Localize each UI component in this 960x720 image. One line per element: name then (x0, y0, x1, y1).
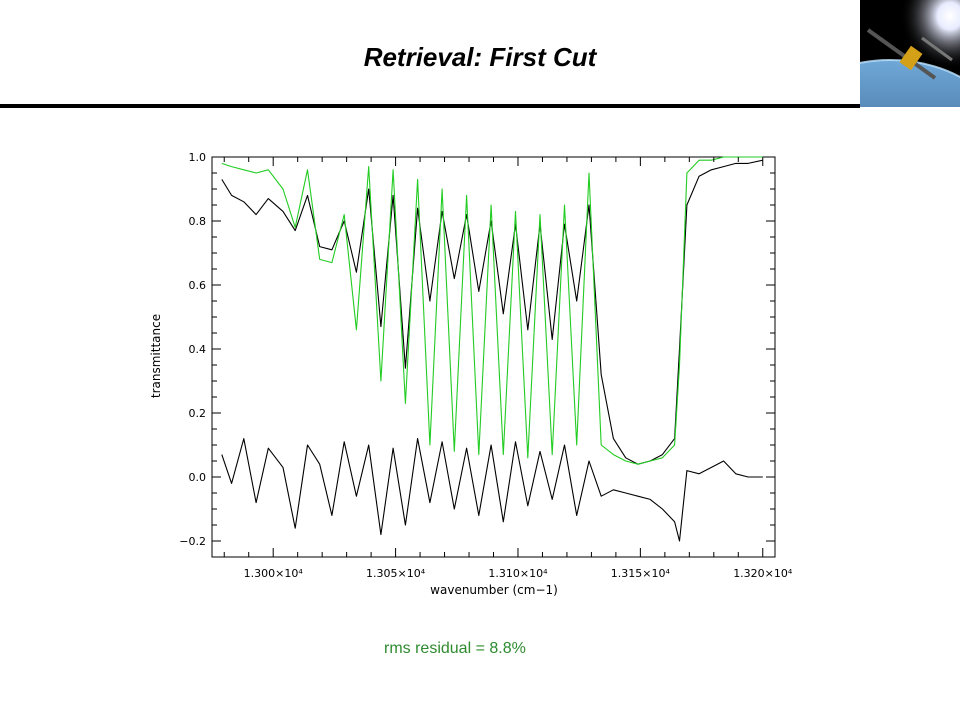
y-tick-label: 0.4 (189, 343, 207, 356)
y-tick-label: 0.6 (189, 279, 207, 292)
rms-residual-note: rms residual = 8.8% (384, 640, 526, 657)
y-tick-label: 0.8 (189, 215, 207, 228)
model-series-line (221, 156, 763, 465)
measured-series-line (221, 159, 763, 465)
plot-axes (211, 156, 776, 558)
residual-series-line (221, 438, 763, 542)
y-tick-label: −0.2 (179, 535, 206, 548)
slide-title: Retrieval: First Cut (363, 42, 597, 72)
x-tick-label: 1.300×10⁴ (244, 567, 304, 580)
x-tick-label: 1.320×10⁴ (733, 567, 793, 580)
x-tick-label: 1.315×10⁴ (611, 567, 671, 580)
y-axis-label: transmittance (149, 314, 163, 398)
x-tick-label: 1.310×10⁴ (488, 567, 548, 580)
satellite-earth-logo (860, 0, 960, 107)
y-tick-label: 1.0 (189, 151, 207, 164)
series-layer (221, 156, 763, 542)
ticks-layer: 1.300×10⁴ 1.305×10⁴ 1.310×10⁴ 1.315×10⁴ 1.32… (179, 151, 793, 580)
y-tick-label: 0.2 (189, 407, 207, 420)
x-tick-label: 1.305×10⁴ (366, 567, 426, 580)
title-divider (0, 104, 860, 108)
plot-frame (211, 156, 776, 558)
y-tick-label: 0.0 (189, 471, 207, 484)
x-axis-label: wavenumber (cm−1) (430, 583, 558, 597)
